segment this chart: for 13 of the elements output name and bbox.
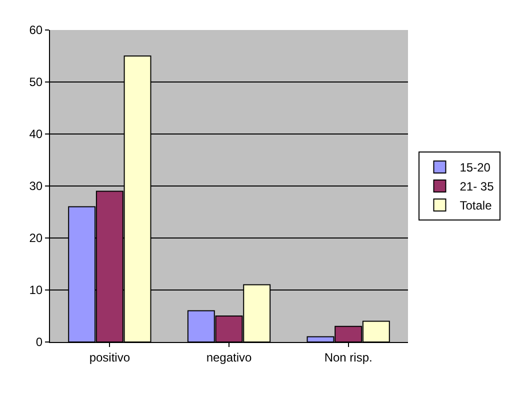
y-tick-label: 40 xyxy=(29,127,43,142)
x-tick-label: negativo xyxy=(206,350,252,364)
legend-label: 15-20 xyxy=(460,160,491,175)
legend-label: 21- 35 xyxy=(460,180,494,194)
legend-label: Totale xyxy=(460,198,492,213)
y-tick-label: 50 xyxy=(29,75,43,90)
y-tick-label: 10 xyxy=(29,283,43,298)
y-tick-label: 60 xyxy=(29,23,43,38)
y-tick-label: 0 xyxy=(36,335,43,350)
y-tick-label: 30 xyxy=(29,179,43,194)
x-tick-label: Non risp. xyxy=(324,350,372,364)
x-tick-label: positivo xyxy=(89,350,130,364)
y-tick-label: 20 xyxy=(29,231,43,246)
